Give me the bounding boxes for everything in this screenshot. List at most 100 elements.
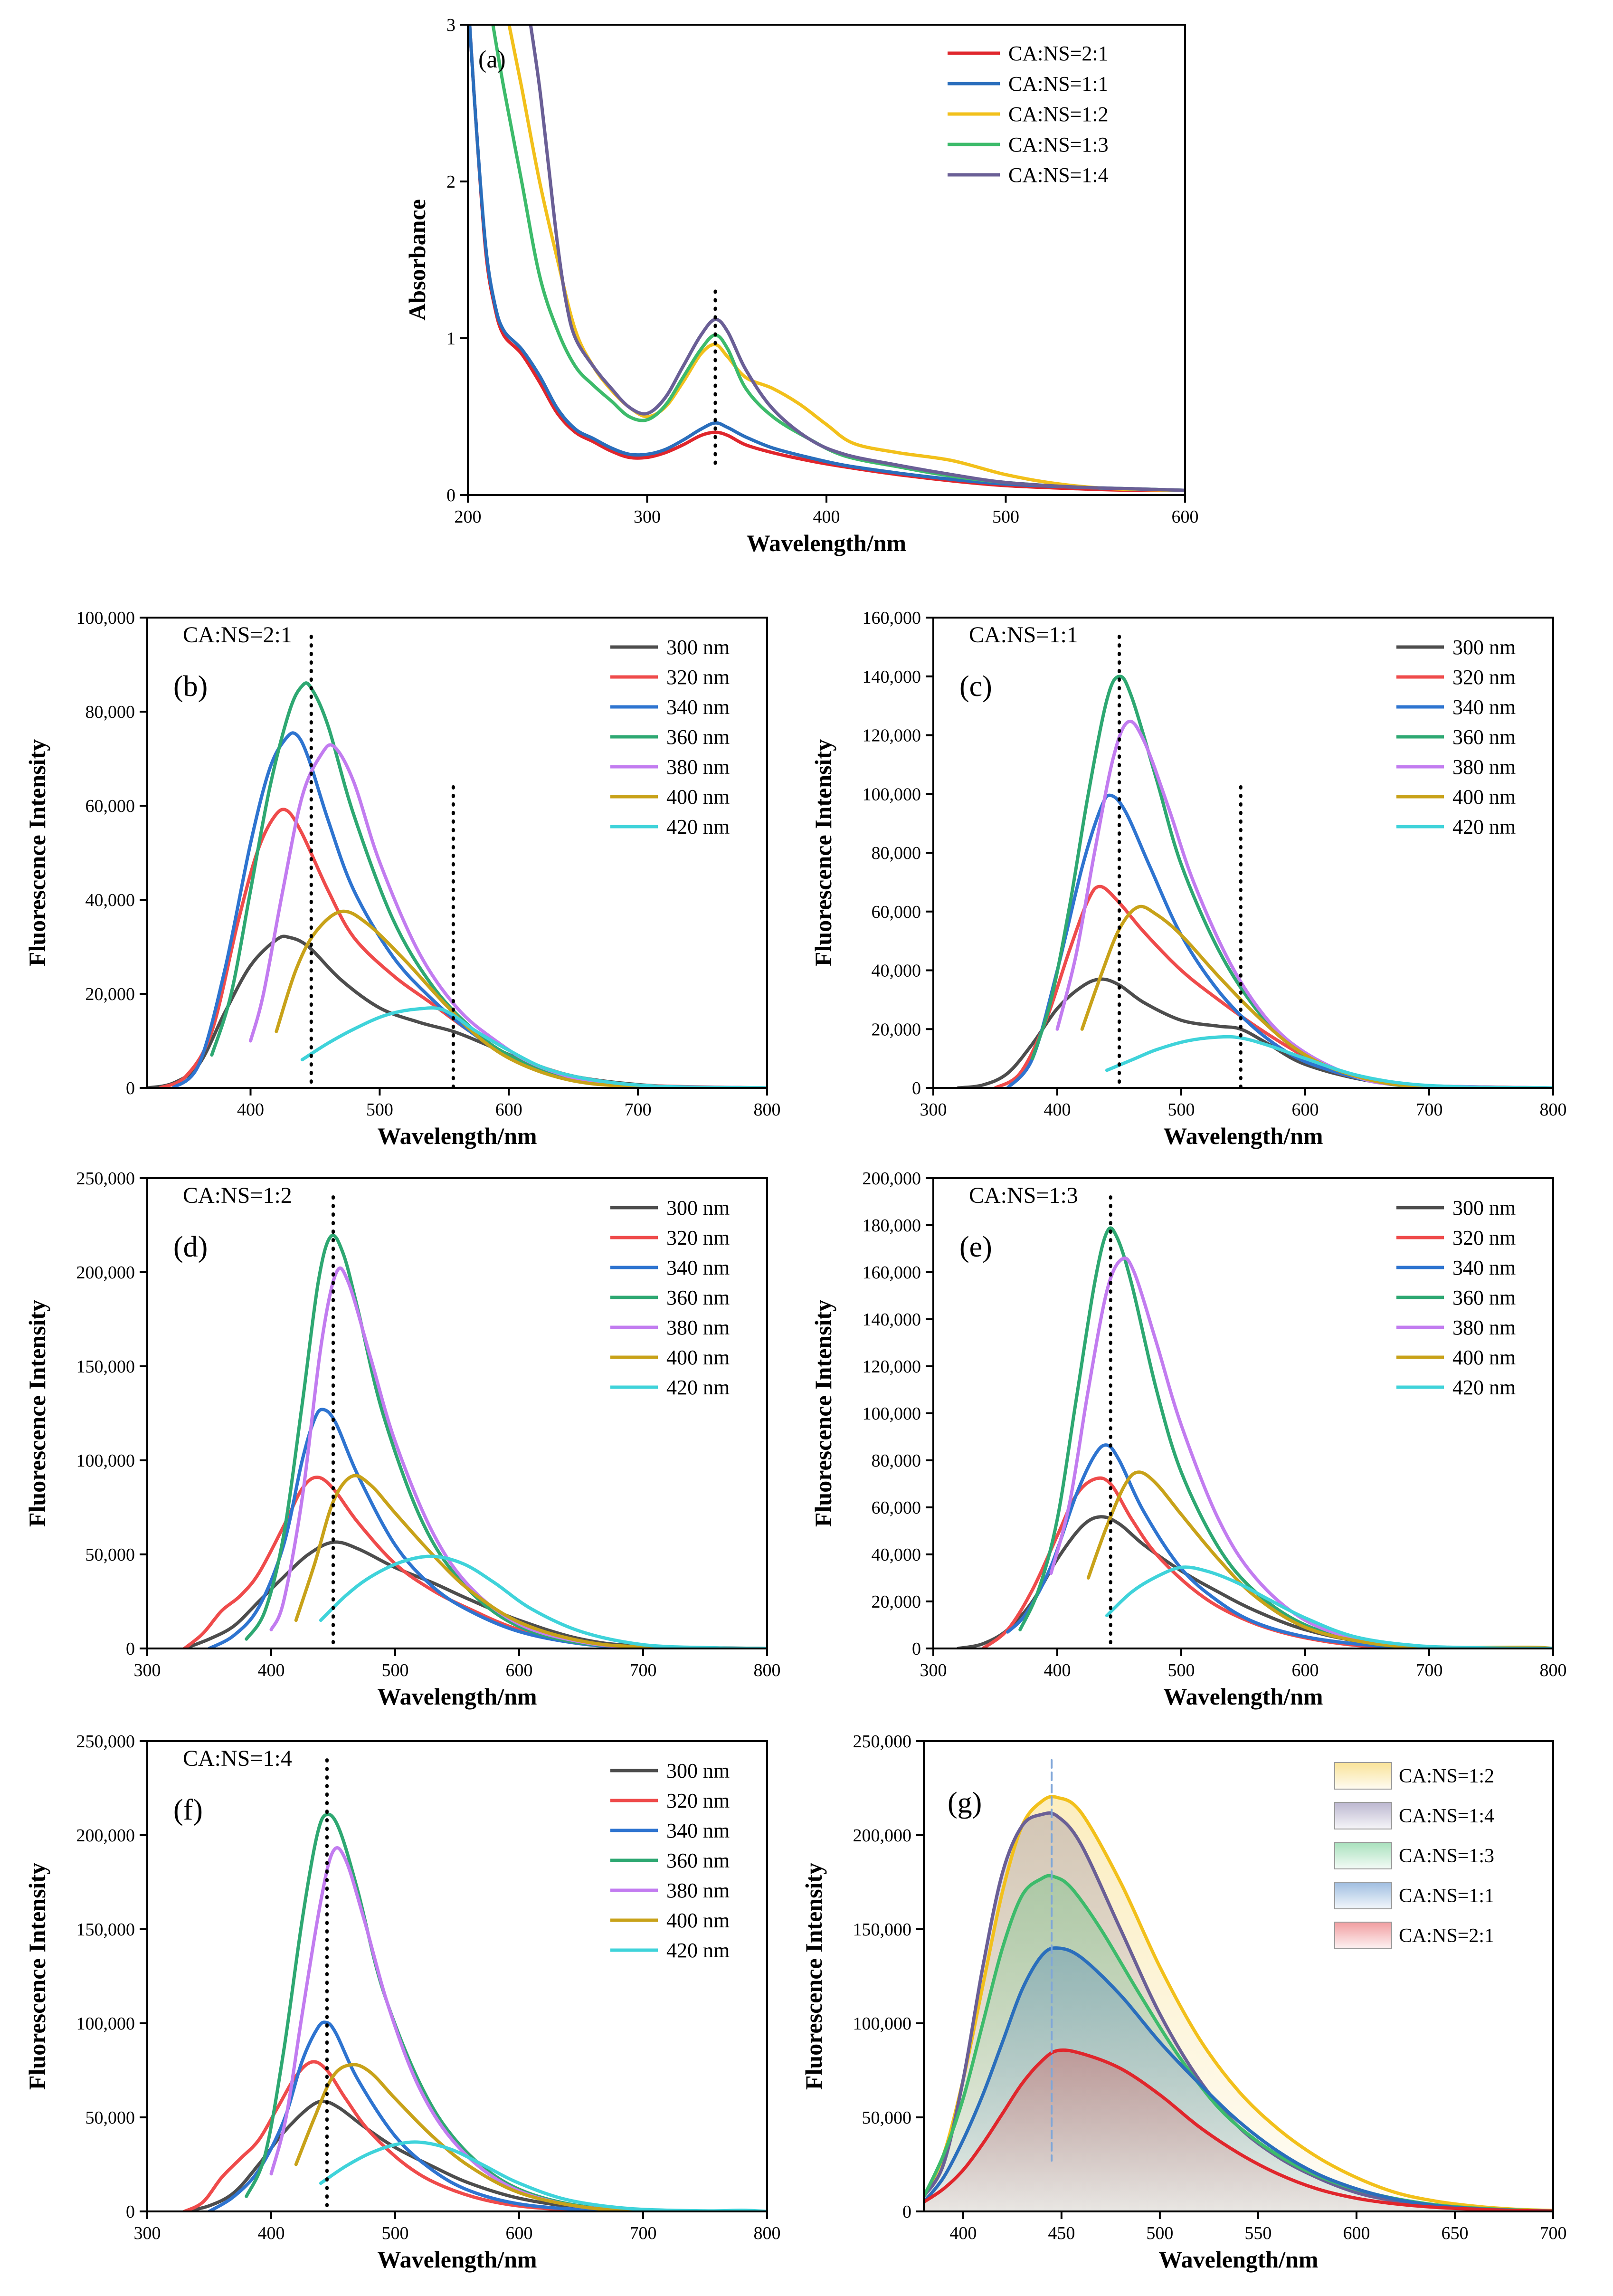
x-tick-label: 400 [258, 2223, 285, 2243]
panel-label: (a) [478, 46, 506, 73]
y-tick-label: 100,000 [863, 1404, 921, 1424]
x-tick-label: 600 [1172, 507, 1199, 527]
y-tick-label: 120,000 [863, 726, 921, 746]
y-tick-label: 140,000 [863, 667, 921, 687]
x-tick-label: 500 [992, 507, 1019, 527]
sample-title: CA:NS=1:3 [969, 1183, 1078, 1208]
x-axis-label: Wavelength/nm [377, 1683, 537, 1710]
y-tick-label: 200,000 [76, 1826, 135, 1846]
legend-label: 380 nm [666, 755, 730, 779]
x-tick-label: 800 [1540, 1100, 1567, 1120]
y-tick-label: 20,000 [85, 984, 135, 1004]
sample-title: CA:NS=2:1 [183, 622, 292, 648]
panel-label: (f) [173, 1794, 203, 1826]
panel-label: (d) [173, 1231, 208, 1263]
x-tick-label: 600 [506, 1660, 533, 1680]
y-tick-label: 20,000 [872, 1592, 921, 1612]
series-line-420-nm [300, 1006, 767, 1088]
x-axis-label: Wavelength/nm [1163, 1683, 1323, 1710]
x-tick-label: 500 [382, 1660, 409, 1680]
y-tick-label: 200,000 [863, 1169, 921, 1189]
x-tick-label: 500 [366, 1100, 393, 1120]
x-tick-label: 400 [1044, 1660, 1071, 1680]
y-tick-label: 60,000 [85, 796, 135, 816]
series-line-ca-ns-1-1 [924, 1946, 1553, 2211]
legend-label: 300 nm [1452, 636, 1516, 659]
x-axis-label: Wavelength/nm [747, 530, 906, 556]
legend-label: CA:NS=1:1 [1399, 1885, 1494, 1907]
y-tick-label: 2 [446, 172, 455, 192]
legend-label: 360 nm [1452, 725, 1516, 749]
y-tick-label: 100,000 [76, 1451, 135, 1471]
x-axis-label: Wavelength/nm [1158, 2246, 1318, 2273]
y-tick-label: 20,000 [872, 1019, 921, 1039]
x-tick-label: 550 [1244, 2223, 1271, 2243]
y-tick-label: 80,000 [872, 1451, 921, 1471]
y-tick-label: 80,000 [872, 843, 921, 863]
legend-label: 320 nm [666, 666, 730, 689]
y-tick-label: 200,000 [76, 1263, 135, 1283]
y-tick-label: 80,000 [85, 702, 135, 722]
sample-title: CA:NS=1:4 [183, 1746, 292, 1771]
x-tick-label: 450 [1048, 2223, 1075, 2243]
y-axis-label: Fluorescence Intensity [800, 1863, 827, 2090]
y-tick-label: 0 [912, 1078, 921, 1098]
y-tick-label: 100,000 [853, 2014, 912, 2034]
panel-e: 300 400 500 600 700 800 0 20,000 40,000 60,000 80,… [810, 1169, 1567, 1710]
x-tick-label: 300 [634, 507, 661, 527]
x-tick-label: 300 [134, 1660, 161, 1680]
legend-label: CA:NS=1:3 [1008, 133, 1109, 156]
y-tick-label: 120,000 [863, 1357, 921, 1377]
y-tick-label: 1 [446, 329, 455, 349]
legend-swatch [1334, 1882, 1392, 1909]
x-tick-label: 500 [1168, 1660, 1195, 1680]
series-line-400-nm [294, 2063, 767, 2211]
x-tick-label: 800 [754, 1100, 781, 1120]
axes-frame [146, 1740, 768, 2212]
y-tick-label: 200,000 [853, 1826, 912, 1846]
legend-swatch [1334, 1922, 1392, 1949]
x-tick-label: 400 [1044, 1100, 1071, 1120]
x-axis-label: Wavelength/nm [377, 1123, 537, 1149]
x-axis-label: Wavelength/nm [377, 2246, 537, 2273]
legend-label: CA:NS=1:2 [1399, 1765, 1494, 1787]
y-tick-label: 0 [126, 1078, 135, 1098]
legend-label: 340 nm [666, 695, 730, 719]
series-line-420-nm [319, 1554, 767, 1648]
x-tick-label: 800 [754, 2223, 781, 2243]
panel-b: 400 500 600 700 800 0 20,000 40,000 60,000 80,000… [24, 608, 781, 1149]
legend-label: 320 nm [666, 1226, 730, 1249]
y-tick-label: 50,000 [85, 2108, 135, 2128]
legend-label: 300 nm [1452, 1196, 1516, 1219]
legend-swatch [1334, 1842, 1392, 1869]
panel-label: (g) [948, 1787, 982, 1819]
y-tick-label: 150,000 [76, 1920, 135, 1940]
legend-label: 300 nm [666, 1759, 730, 1782]
y-axis-label: Fluorescence Intensity [24, 1863, 50, 2090]
y-tick-label: 50,000 [862, 2108, 912, 2128]
x-tick-label: 600 [1292, 1660, 1319, 1680]
y-tick-label: 50,000 [85, 1545, 135, 1565]
y-tick-label: 100,000 [76, 2014, 135, 2034]
legend-swatch [1334, 1762, 1392, 1790]
legend-label: 400 nm [666, 785, 730, 809]
y-axis-label: Fluorescence Intensity [810, 1300, 836, 1527]
legend-label: 420 nm [1452, 1376, 1516, 1399]
y-tick-label: 180,000 [863, 1216, 921, 1236]
panel-label: (c) [959, 670, 992, 703]
y-tick-label: 250,000 [76, 1169, 135, 1189]
x-tick-label: 700 [1416, 1660, 1443, 1680]
series-line-420-nm [1105, 1565, 1553, 1648]
y-axis-label: Fluorescence Intensity [24, 739, 50, 966]
legend-label: 360 nm [666, 725, 730, 749]
y-tick-label: 250,000 [76, 1732, 135, 1752]
y-tick-label: 0 [126, 2202, 135, 2222]
y-tick-label: 40,000 [872, 1545, 921, 1565]
plot-area-c [956, 675, 1553, 1088]
x-tick-label: 500 [1146, 2223, 1173, 2243]
x-tick-label: 200 [455, 507, 482, 527]
panel-label: (b) [173, 670, 208, 703]
y-axis-label: Fluorescence Intensity [810, 739, 836, 966]
legend-label: 340 nm [1452, 1256, 1516, 1279]
legend-label: 320 nm [666, 1789, 730, 1812]
